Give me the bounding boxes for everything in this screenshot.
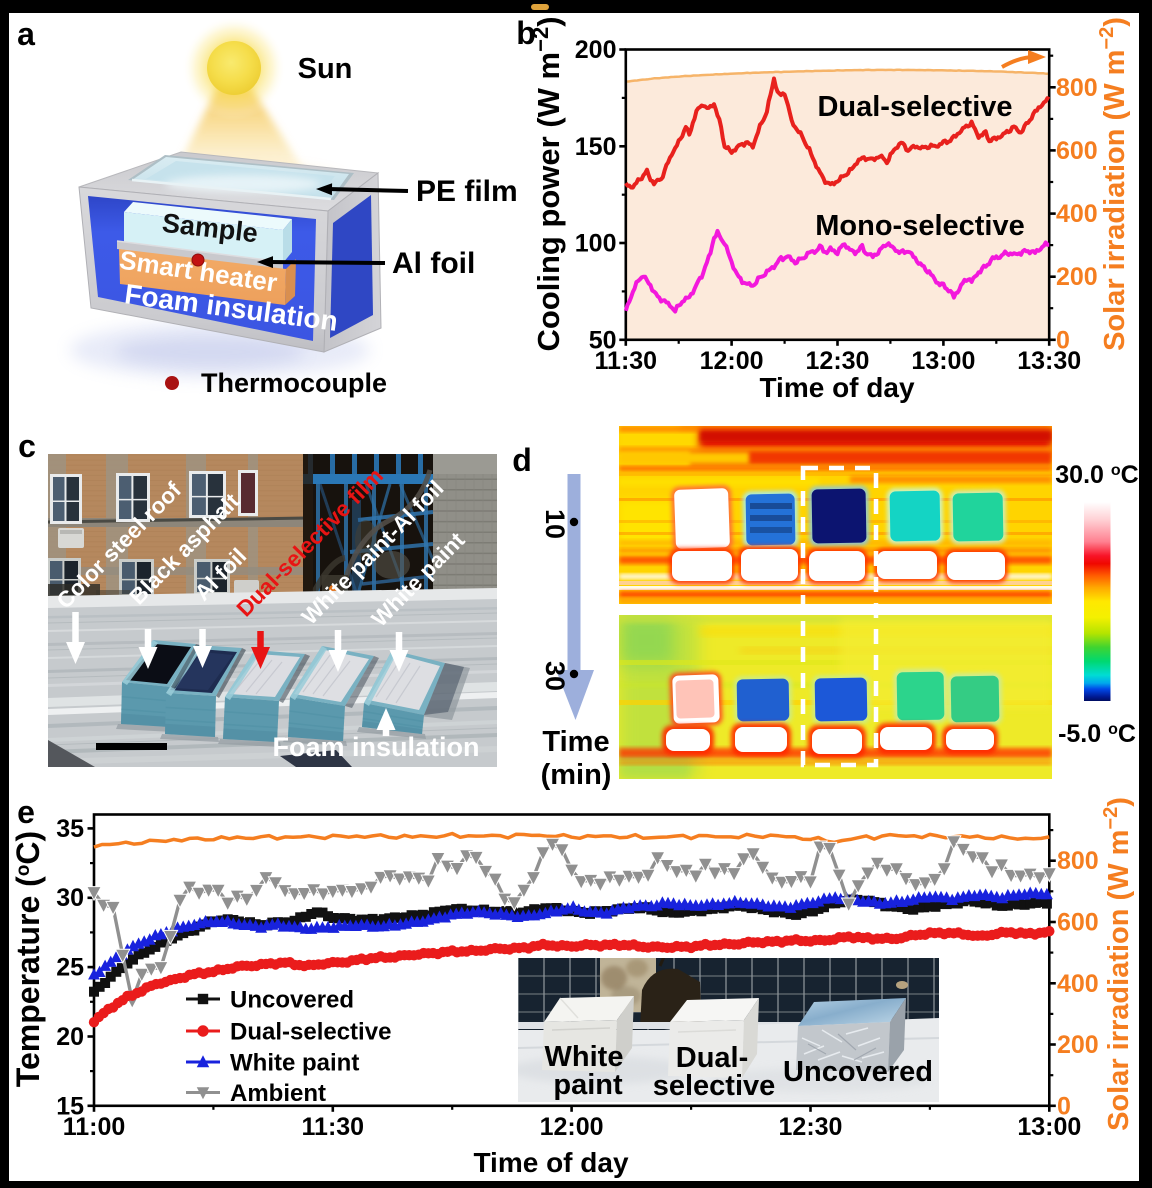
- svg-text:Foam insulation: Foam insulation: [272, 732, 479, 762]
- svg-text:13:00: 13:00: [1017, 1113, 1081, 1141]
- svg-text:13:30: 13:30: [1017, 347, 1081, 375]
- svg-text:c: c: [18, 428, 36, 464]
- svg-text:800: 800: [1057, 847, 1099, 875]
- svg-text:Dual-: Dual-: [676, 1042, 749, 1074]
- svg-text:20: 20: [56, 1023, 84, 1051]
- svg-text:PE film: PE film: [416, 175, 518, 208]
- svg-text:200: 200: [575, 36, 617, 64]
- svg-text:Dual-selective: Dual-selective: [817, 91, 1012, 123]
- svg-text:Uncovered: Uncovered: [783, 1056, 933, 1088]
- svg-text:(min): (min): [541, 759, 612, 791]
- svg-text:30: 30: [540, 661, 570, 691]
- svg-text:e: e: [17, 794, 35, 830]
- svg-text:600: 600: [1056, 137, 1098, 165]
- svg-text:400: 400: [1056, 200, 1098, 228]
- svg-text:-5.0 oC: -5.0 oC: [1058, 720, 1136, 748]
- svg-text:200: 200: [1056, 263, 1098, 291]
- svg-text:0: 0: [1057, 1092, 1071, 1120]
- svg-text:100: 100: [575, 230, 617, 258]
- svg-text:10: 10: [540, 509, 570, 539]
- svg-text:50: 50: [589, 326, 617, 354]
- svg-text:30: 30: [56, 884, 84, 912]
- svg-text:Cooling power (W m−2): Cooling power (W m−2): [528, 16, 566, 351]
- svg-text:150: 150: [575, 133, 617, 161]
- svg-text:13:00: 13:00: [911, 347, 975, 375]
- svg-text:Ambient: Ambient: [230, 1080, 326, 1107]
- svg-text:11:00: 11:00: [63, 1113, 126, 1141]
- svg-text:White paint: White paint: [230, 1050, 359, 1077]
- svg-text:Dual-selective: Dual-selective: [230, 1019, 391, 1046]
- svg-text:200: 200: [1057, 1031, 1099, 1059]
- svg-text:Sun: Sun: [298, 53, 353, 85]
- svg-text:Time of day: Time of day: [759, 372, 915, 403]
- svg-text:30.0 oC: 30.0 oC: [1055, 461, 1138, 489]
- svg-text:White: White: [545, 1041, 624, 1073]
- svg-text:Solar irradiation (W m−2): Solar irradiation (W m−2): [1100, 797, 1135, 1131]
- svg-text:Thermocouple: Thermocouple: [201, 368, 387, 398]
- svg-text:Mono-selective: Mono-selective: [815, 210, 1025, 242]
- svg-text:800: 800: [1056, 74, 1098, 102]
- svg-text:Time of day: Time of day: [473, 1147, 629, 1178]
- svg-text:35: 35: [56, 815, 84, 843]
- svg-text:Temperature (oC): Temperature (oC): [10, 831, 46, 1087]
- svg-text:12:30: 12:30: [779, 1113, 843, 1141]
- svg-text:Time: Time: [542, 726, 609, 758]
- svg-text:paint: paint: [553, 1069, 623, 1101]
- svg-text:400: 400: [1057, 970, 1099, 998]
- svg-text:15: 15: [56, 1092, 84, 1120]
- svg-text:a: a: [17, 16, 35, 52]
- svg-text:b: b: [516, 15, 536, 51]
- svg-text:25: 25: [56, 954, 84, 982]
- svg-text:0: 0: [1056, 326, 1070, 354]
- svg-text:12:00: 12:00: [700, 347, 764, 375]
- svg-text:d: d: [512, 442, 532, 478]
- svg-text:11:30: 11:30: [302, 1113, 365, 1141]
- svg-text:Al foil: Al foil: [392, 247, 475, 280]
- svg-text:600: 600: [1057, 909, 1099, 937]
- svg-text:12:00: 12:00: [540, 1113, 604, 1141]
- svg-text:12:30: 12:30: [806, 347, 870, 375]
- svg-text:11:30: 11:30: [595, 347, 658, 375]
- svg-text:Uncovered: Uncovered: [230, 987, 354, 1014]
- svg-text:Solar irradiation (W m−2): Solar irradiation (W m−2): [1096, 17, 1131, 351]
- svg-text:selective: selective: [653, 1070, 776, 1102]
